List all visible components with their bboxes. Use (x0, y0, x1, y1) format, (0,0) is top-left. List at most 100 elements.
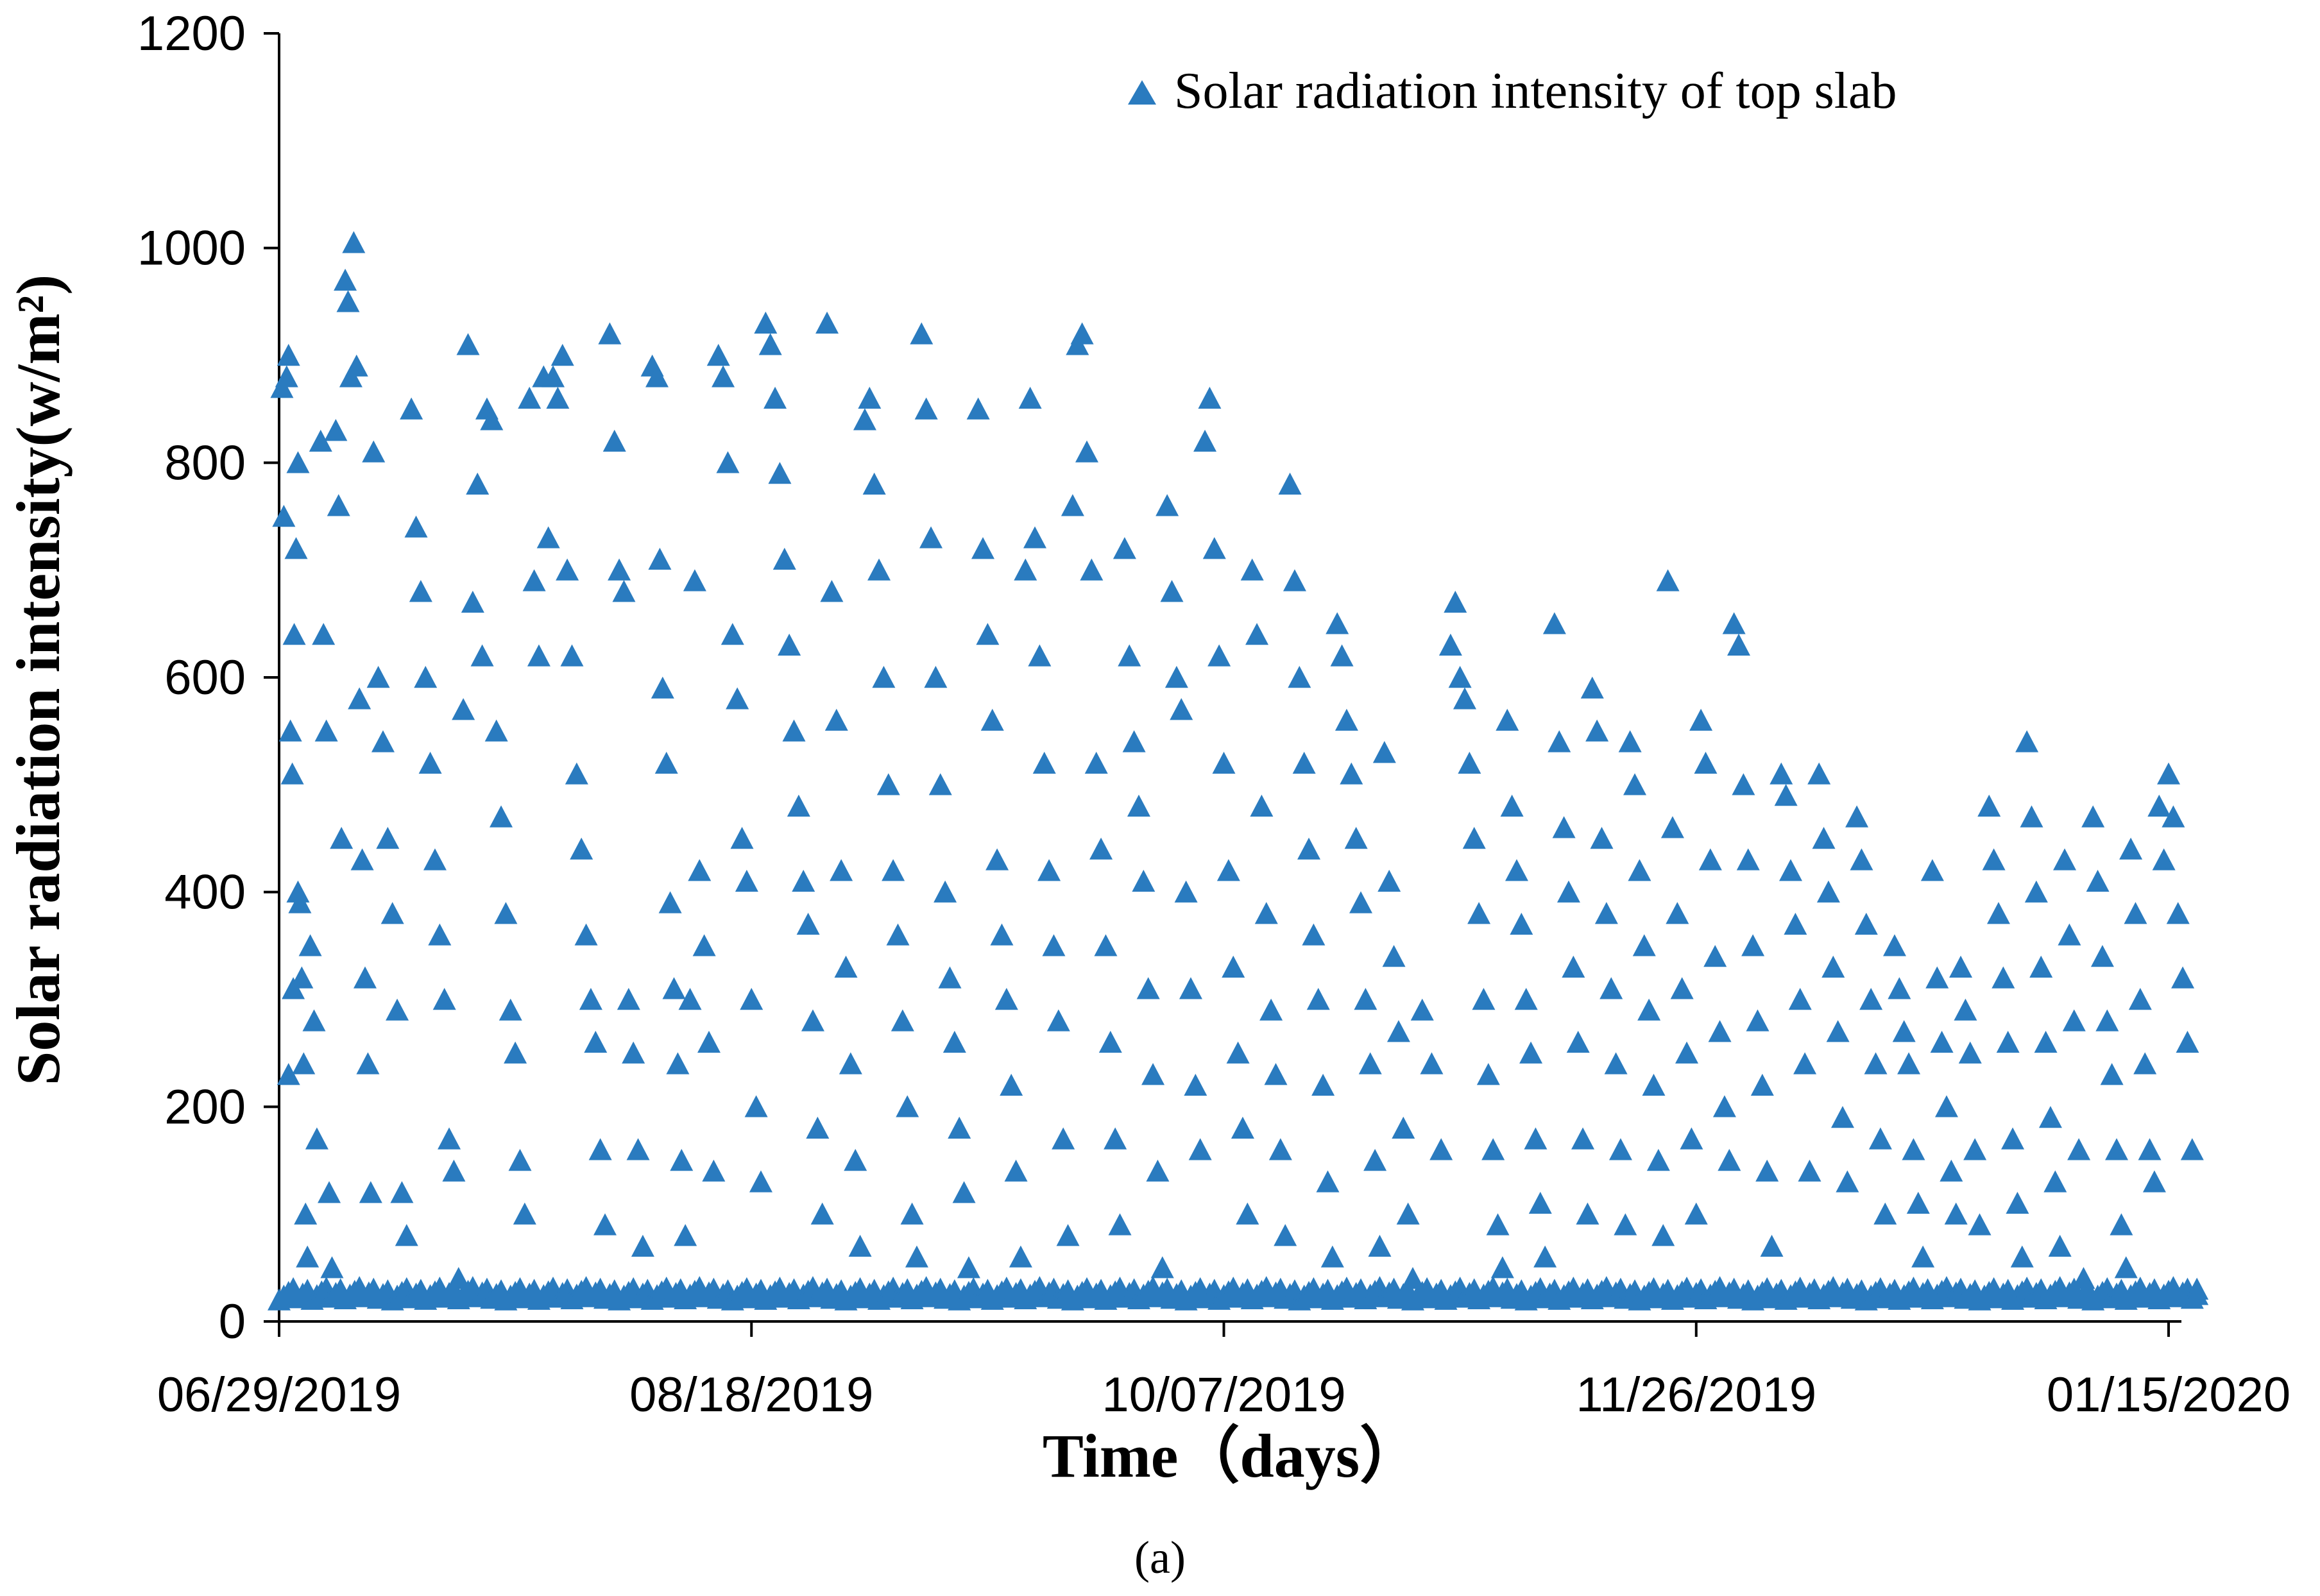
x-tick-label: 08/18/2019 (629, 1368, 873, 1422)
data-point (1458, 751, 1481, 774)
data-point (1075, 440, 1098, 463)
data-point (2176, 1030, 2199, 1053)
data-point (282, 977, 305, 999)
data-point (277, 344, 300, 366)
data-point (1514, 988, 1538, 1010)
data-point (560, 644, 584, 666)
data-point (678, 988, 702, 1010)
data-point (1576, 1202, 1599, 1225)
data-point (1320, 1245, 1344, 1268)
data-point (631, 1234, 654, 1257)
data-point (536, 526, 560, 548)
data-point (1202, 537, 1226, 559)
data-point (550, 344, 574, 366)
data-point (286, 451, 310, 473)
data-point (312, 623, 336, 645)
data-point (574, 923, 598, 946)
data-point (414, 666, 438, 688)
data-point (292, 1052, 316, 1074)
data-point (1755, 1159, 1779, 1182)
data-point (1212, 751, 1236, 774)
data-point (1236, 1202, 1259, 1225)
data-point (910, 322, 934, 344)
data-point (1118, 644, 1141, 666)
data-point (2166, 902, 2190, 924)
data-point (1940, 1159, 1963, 1182)
data-point (376, 827, 400, 849)
data-point (327, 494, 350, 516)
data-point (957, 1256, 980, 1278)
data-point (1349, 891, 1373, 913)
data-point (1122, 730, 1146, 752)
data-point (1986, 902, 2010, 924)
data-point (2086, 869, 2110, 892)
data-point (2006, 1191, 2029, 1214)
data-point (1798, 1159, 1821, 1182)
data-point (602, 429, 626, 452)
data-point (1170, 698, 1193, 720)
data-point (1562, 955, 1585, 978)
data-point (919, 526, 943, 548)
data-point (1604, 1052, 1628, 1074)
data-point (1977, 794, 2001, 817)
data-point (1245, 623, 1269, 645)
data-point (1548, 730, 1571, 752)
data-point (1670, 977, 1694, 999)
data-point (320, 1256, 344, 1278)
data-point (1104, 1127, 1127, 1150)
data-point (1207, 644, 1231, 666)
data-point (1528, 1191, 1552, 1214)
data-point (1712, 1095, 1736, 1117)
data-point (971, 537, 995, 559)
data-point (1358, 1052, 1382, 1074)
data-point (336, 290, 360, 312)
data-point (400, 397, 423, 420)
data-point (886, 923, 910, 946)
data-point (1684, 1202, 1708, 1225)
data-point (1826, 1020, 1850, 1042)
data-point (670, 1149, 694, 1171)
data-point (853, 408, 876, 430)
data-point (900, 1202, 924, 1225)
data-point (2048, 1234, 2072, 1257)
data-point (1934, 1095, 1958, 1117)
data-point (1666, 902, 1689, 924)
data-point (758, 333, 782, 355)
data-point (1590, 827, 1614, 849)
data-point (1902, 1138, 1925, 1160)
data-point (801, 1009, 824, 1031)
data-point (2058, 923, 2081, 946)
data-point (1259, 998, 1283, 1021)
data-point (359, 1181, 382, 1203)
data-point (1070, 322, 1094, 344)
y-tick-label: 200 (164, 1080, 246, 1134)
y-tick-label: 1000 (137, 221, 246, 276)
data-point (2133, 1052, 2157, 1074)
data-point (1816, 880, 1840, 903)
data-point (768, 462, 792, 484)
data-point (1240, 558, 1264, 581)
data-point (1023, 526, 1046, 548)
data-point (1018, 386, 1042, 409)
data-point (593, 1213, 617, 1235)
data-point (1160, 580, 1184, 602)
data-point (1042, 934, 1066, 956)
data-point (480, 408, 504, 430)
data-point (294, 1202, 318, 1225)
data-point (994, 988, 1018, 1010)
data-point (1637, 998, 1661, 1021)
data-point (2024, 880, 2048, 903)
data-point (1231, 1116, 1254, 1139)
data-point (1132, 869, 1156, 892)
data-point (651, 676, 674, 699)
data-point (2062, 1009, 2086, 1031)
data-point (1438, 633, 1462, 656)
data-point (872, 666, 896, 688)
data-point (2162, 805, 2185, 828)
data-point (1410, 998, 1434, 1021)
data-point (1274, 1224, 1297, 1246)
data-point (1254, 902, 1278, 924)
data-point (1689, 708, 1713, 731)
data-point (1660, 816, 1684, 838)
data-point (1496, 708, 1519, 731)
